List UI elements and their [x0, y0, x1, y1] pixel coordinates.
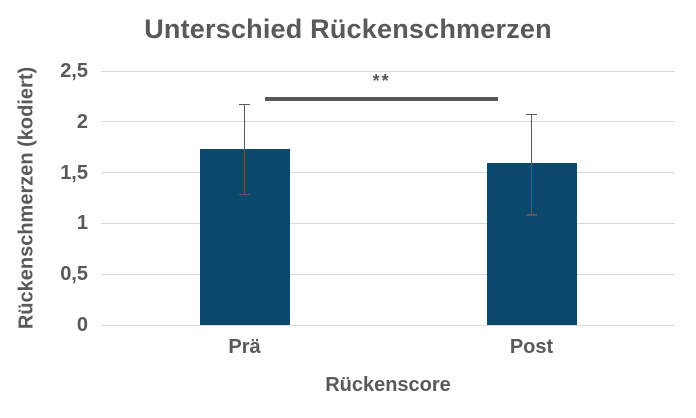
gridline: [101, 324, 675, 326]
y-tick-label: 1,5: [60, 161, 88, 184]
error-bar-line-prae: [243, 103, 246, 195]
error-bar-line-post: [530, 113, 533, 216]
gridline: [101, 70, 675, 72]
x-category-label-prae: Prä: [228, 336, 261, 358]
significance-line: [265, 97, 499, 102]
gridline: [101, 222, 675, 224]
y-tick-label: 2: [76, 110, 88, 133]
error-bar-cap-bottom-prae: [239, 193, 250, 196]
significance-label: **: [372, 71, 391, 92]
x-axis-title: Rückenscore: [325, 374, 451, 396]
y-axis-title-text: Rückenschmerzen (kodiert): [15, 66, 38, 330]
y-tick-label: 0,5: [60, 263, 88, 286]
error-bar-cap-top-prae: [239, 103, 250, 105]
y-tick-label: 1: [76, 212, 88, 235]
error-bar-cap-bottom-post: [526, 214, 537, 216]
x-category-label-post: Post: [509, 336, 554, 358]
plot-area: **: [101, 70, 675, 326]
gridline: [101, 273, 675, 275]
chart-title: Unterschied Rückenschmerzen: [144, 14, 552, 44]
y-tick-label: 2,5: [60, 60, 88, 82]
gridline: [101, 121, 675, 123]
gridline: [101, 172, 675, 174]
y-tick-label: 0: [76, 314, 88, 336]
error-bar-cap-top-post: [526, 113, 537, 116]
